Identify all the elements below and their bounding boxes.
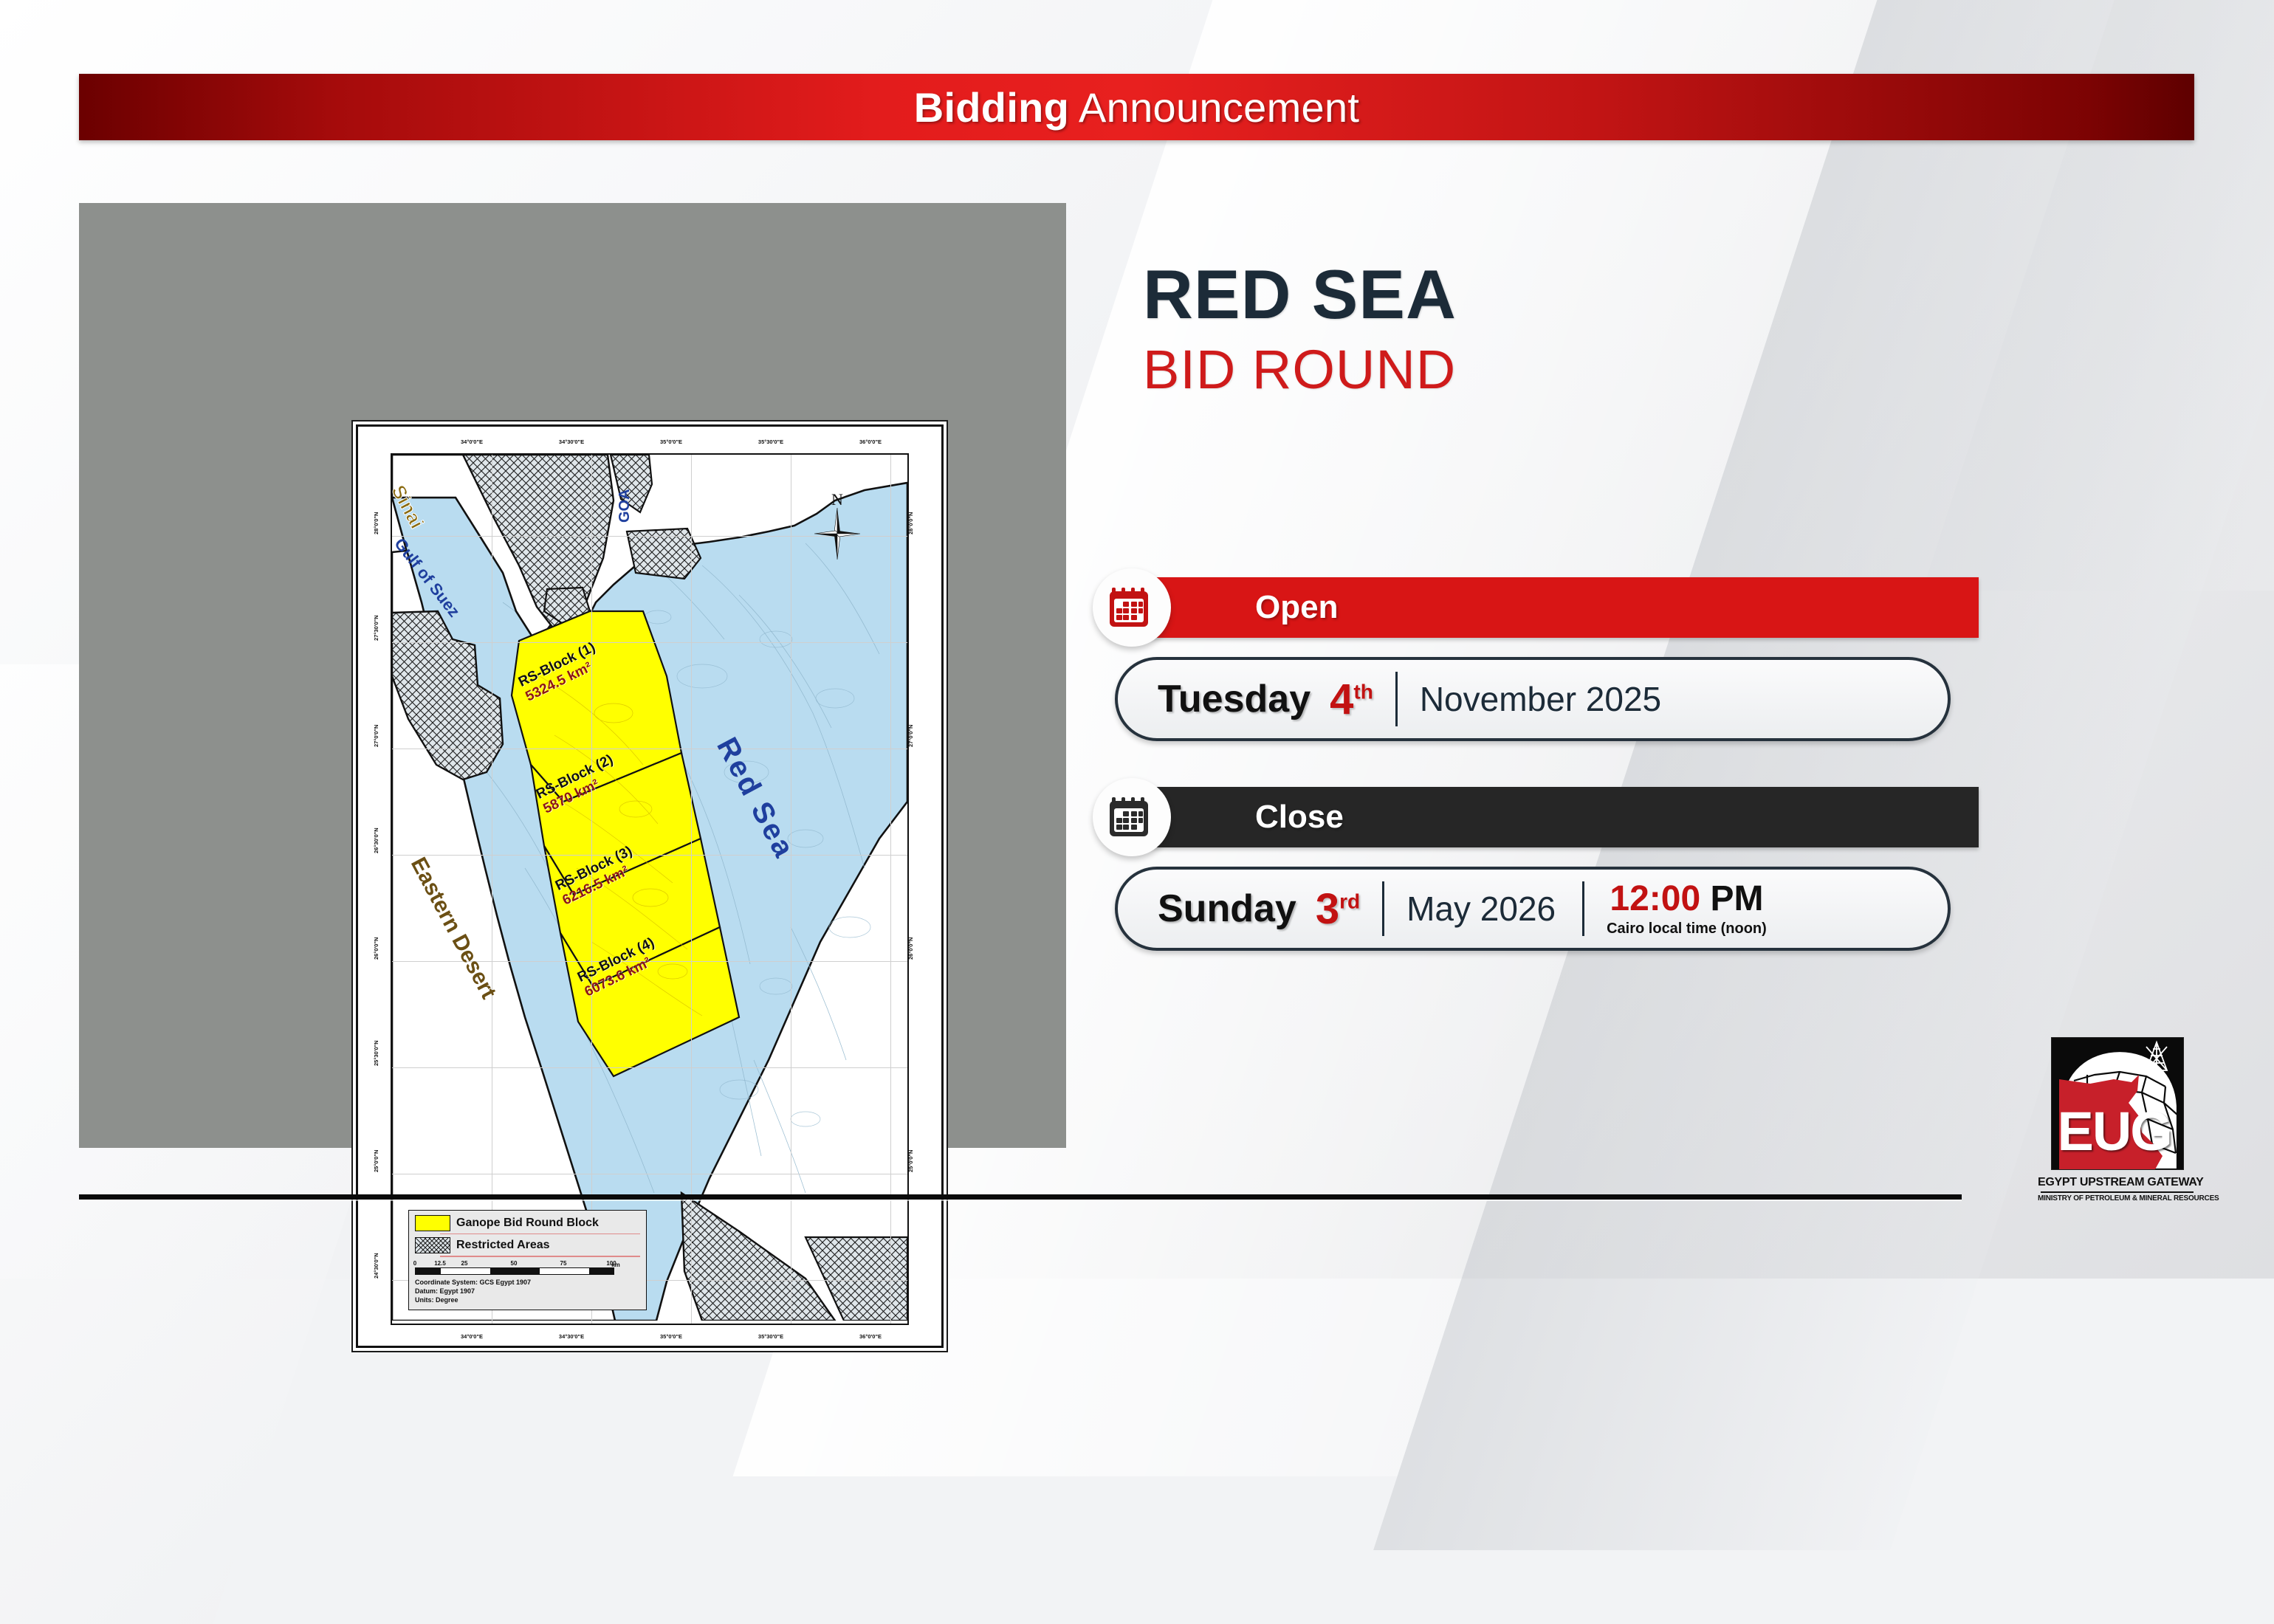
axis-tick-left-6: 25°30'0"N (373, 1040, 379, 1066)
legend-label-restricted: Restricted Areas (456, 1239, 550, 1252)
open-status-label: Open (1255, 589, 1339, 625)
calendar-icon (1110, 797, 1148, 836)
eug-logo-rule (2041, 1191, 2194, 1193)
axis-tick-top-5: 36°0'0"E (859, 438, 882, 445)
page-title: RED SEA BID ROUND (1143, 260, 1457, 401)
legend-label-block: Ganope Bid Round Block (456, 1216, 599, 1229)
close-separator-2 (1582, 881, 1585, 936)
scalebar-tick-2: 25 (461, 1259, 468, 1267)
header-banner: Bidding Announcement (79, 74, 2194, 140)
calendar-icon (1110, 588, 1148, 627)
scalebar-tick-0: 0 (413, 1259, 417, 1267)
open-date-pill: Tuesday 4th November 2025 (1115, 657, 1951, 741)
close-day-digit: 3 (1315, 884, 1340, 933)
close-time-meridiem: PM (1700, 879, 1764, 918)
legend-divider-1 (440, 1233, 640, 1235)
axis-tick-bottom-3: 35°0'0"E (659, 1333, 683, 1340)
open-calendar-badge (1093, 568, 1171, 647)
close-time-minutes: :00 (1649, 879, 1701, 918)
open-month-year: November 2025 (1419, 680, 1662, 718)
legend-swatch-restricted (411, 1237, 458, 1254)
close-weekday: Sunday (1158, 887, 1296, 930)
open-weekday: Tuesday (1158, 678, 1311, 720)
scalebar-unit: km (611, 1261, 620, 1268)
eug-logo-text: EUG (2057, 1101, 2173, 1162)
map-meta: Coordinate System: GCS Egypt 1907 Datum:… (415, 1278, 640, 1304)
axis-tick-left-3: 27°0'0"N (373, 724, 379, 747)
axis-tick-bottom-5: 36°0'0"E (859, 1333, 882, 1340)
close-time-group: 12:00 PM Cairo local time (noon) (1607, 881, 1767, 937)
scalebar-ticks: 0 12.5 25 50 75 100 km (413, 1259, 640, 1268)
close-separator-1 (1382, 881, 1385, 936)
axis-tick-left-1: 28°0'0"N (373, 512, 379, 534)
open-day-digit: 4 (1330, 675, 1354, 723)
banner-title-regular: Announcement (1069, 83, 1360, 131)
eug-logo-name: EGYPT UPSTREAM GATEWAY (2038, 1176, 2204, 1188)
map-canvas: Sinai Gulf of Suez GOA Red Sea Eastern D… (391, 453, 909, 1325)
legend-row-block: Ganope Bid Round Block (415, 1214, 640, 1231)
close-status-label: Close (1255, 799, 1344, 835)
scalebar-track (415, 1267, 614, 1275)
schedule-close-header: Close (1093, 778, 1979, 856)
close-calendar-badge (1093, 778, 1171, 856)
close-time-note: Cairo local time (noon) (1607, 921, 1767, 937)
eug-logo: EUG EGYPT UPSTREAM GATEWAY MINISTRY OF P… (2038, 1037, 2219, 1202)
axis-tick-left-8: 24°30'0"N (373, 1253, 379, 1279)
open-day-number: 4th (1330, 675, 1373, 724)
axis-tick-left-7: 25°0'0"N (373, 1149, 379, 1172)
map-scalebar: 0 12.5 25 50 75 100 km (413, 1259, 640, 1275)
compass-north-label: N (831, 490, 843, 509)
scalebar-tick-4: 75 (560, 1259, 567, 1267)
open-day-ordinal: th (1353, 680, 1373, 703)
axis-tick-bottom-2: 34°30'0"E (558, 1333, 585, 1340)
title-sub: BID ROUND (1143, 339, 1457, 400)
bottom-divider (79, 1194, 1962, 1200)
close-day-number: 3rd (1316, 884, 1360, 934)
close-time-hours: 12 (1610, 879, 1649, 918)
axis-tick-left-5: 26°0'0"N (373, 937, 379, 960)
map-datum: Datum: Egypt 1907 (415, 1287, 475, 1295)
open-status-bar: Open (1137, 577, 1979, 638)
close-date-pill: Sunday 3rd May 2026 12:00 PM Cairo local… (1115, 867, 1951, 951)
close-day-ordinal: rd (1339, 890, 1361, 913)
banner-title: Bidding Announcement (914, 83, 1360, 131)
eug-logo-mark: EUG (2050, 1037, 2184, 1170)
axis-tick-left-2: 27°30'0"N (373, 615, 379, 641)
close-time: 12:00 PM (1610, 881, 1763, 917)
close-status-bar: Close (1137, 787, 1979, 847)
schedule-open-header: Open (1093, 568, 1979, 647)
close-month-year: May 2026 (1406, 890, 1556, 928)
compass-rose-icon: N (814, 490, 860, 560)
map-frame: 34°0'0"E 34°30'0"E 35°0'0"E 35°30'0"E 36… (356, 424, 944, 1348)
scalebar-tick-5: 100 (606, 1259, 616, 1267)
axis-tick-top-1: 34°0'0"E (460, 438, 484, 445)
axis-tick-bottom-4: 35°30'0"E (758, 1333, 784, 1340)
axis-tick-bottom-1: 34°0'0"E (460, 1333, 484, 1340)
scalebar-tick-3: 50 (510, 1259, 518, 1267)
axis-tick-top-4: 35°30'0"E (758, 438, 784, 445)
schedule-section: Open Tuesday 4th November 2025 (1093, 568, 1979, 951)
map-geography (392, 455, 907, 1321)
map-panel: 34°0'0"E 34°30'0"E 35°0'0"E 35°30'0"E 36… (79, 203, 1066, 1348)
title-main: RED SEA (1143, 255, 1457, 333)
legend-divider-2 (440, 1256, 640, 1257)
map-label-goa: GOA (616, 489, 633, 523)
scalebar-tick-1: 12.5 (434, 1259, 446, 1267)
banner-title-bold: Bidding (913, 83, 1070, 131)
axis-tick-top-2: 34°30'0"E (558, 438, 585, 445)
axis-tick-left-4: 26°30'0"N (373, 828, 379, 853)
eug-logo-subtitle: MINISTRY OF PETROLEUM & MINERAL RESOURCE… (2038, 1194, 2219, 1202)
open-separator (1395, 672, 1398, 726)
legend-swatch-block (415, 1214, 450, 1231)
legend-row-restricted: Restricted Areas (411, 1237, 640, 1254)
map-legend: Ganope Bid Round Block Restricted Ar (408, 1209, 647, 1310)
map-coordinate-system: Coordinate System: GCS Egypt 1907 (415, 1278, 532, 1286)
map-units: Units: Degree (415, 1296, 458, 1304)
axis-tick-top-3: 35°0'0"E (659, 438, 683, 445)
